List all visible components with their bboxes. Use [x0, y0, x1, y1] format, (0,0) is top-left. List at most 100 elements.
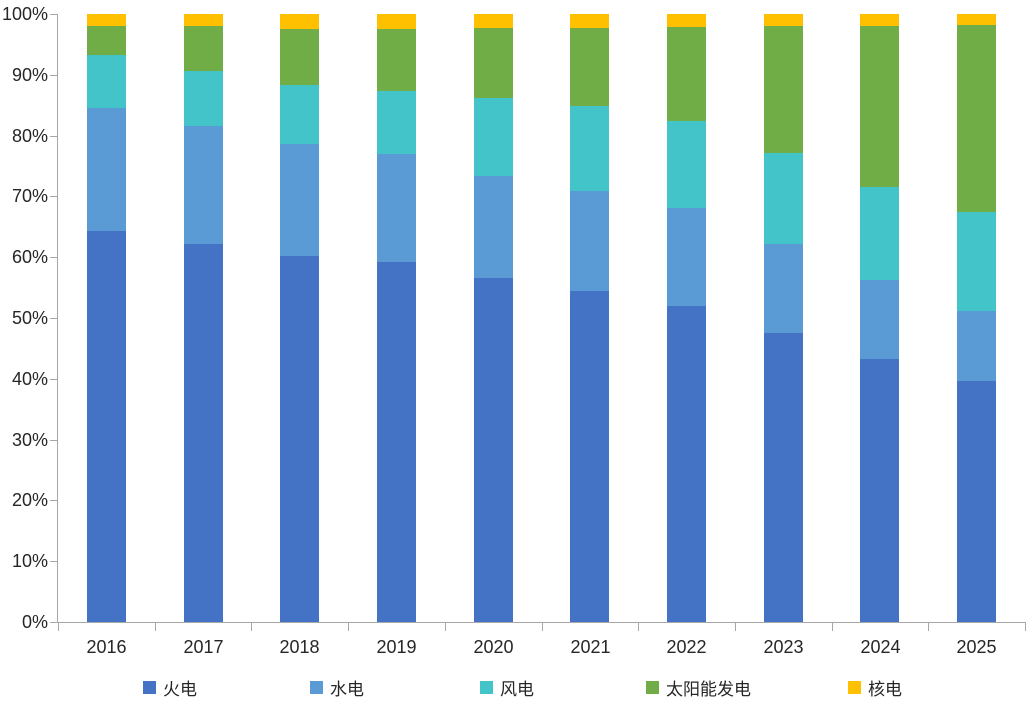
bar-2016-segment-nuclear — [87, 14, 126, 27]
bar-2024-segment-wind — [860, 187, 899, 281]
bar-2018-segment-nuclear — [280, 14, 319, 29]
y-axis-tick — [50, 136, 57, 137]
x-axis-label-2020: 2020 — [473, 637, 514, 657]
bar-2019-segment-hydro — [377, 154, 416, 263]
bar-2023-segment-solar — [764, 25, 803, 154]
bar-2024-segment-hydro — [860, 280, 899, 360]
bar-2018-segment-thermal — [280, 255, 319, 622]
y-axis-label: 0% — [21, 612, 48, 632]
bar-2017-segment-hydro — [184, 126, 223, 244]
legend-marker-nuclear — [848, 680, 861, 694]
bar-2024-segment-nuclear — [860, 14, 899, 26]
bar-2016-segment-wind — [87, 54, 126, 109]
x-axis-tick — [638, 622, 639, 631]
x-axis-label-2018: 2018 — [279, 637, 320, 657]
bar-2021 — [570, 14, 609, 622]
y-axis-label: 90% — [11, 65, 48, 85]
legend-item-hydro: 水电 — [310, 677, 364, 699]
legend-item-solar: 太阳能发电 — [646, 677, 751, 699]
bar-2020-segment-wind — [474, 97, 513, 176]
x-axis-tick — [348, 622, 349, 631]
bar-2022-segment-wind — [667, 121, 706, 208]
x-axis-label-2021: 2021 — [570, 637, 611, 657]
bar-2023-segment-thermal — [764, 332, 803, 622]
bar-2019-segment-wind — [377, 91, 416, 155]
y-axis-tick — [50, 622, 57, 623]
x-axis-tick — [155, 622, 156, 631]
y-axis-label: 70% — [11, 186, 48, 206]
bar-2018-segment-solar — [280, 28, 319, 85]
bar-2021-segment-hydro — [570, 190, 609, 291]
bar-2017-segment-nuclear — [184, 14, 223, 27]
y-axis-label: 60% — [11, 247, 48, 267]
x-axis-tick — [251, 622, 252, 631]
y-axis-line — [57, 14, 58, 622]
bar-2022-segment-thermal — [667, 305, 706, 622]
x-axis-label-2023: 2023 — [763, 637, 804, 657]
y-axis-tick — [50, 75, 57, 76]
legend-item-wind: 风电 — [480, 677, 534, 699]
bar-2018-segment-wind — [280, 84, 319, 144]
bar-2025-segment-solar — [957, 24, 996, 212]
bar-2018-segment-hydro — [280, 143, 319, 256]
legend-item-nuclear: 核电 — [848, 677, 902, 699]
bar-2017-segment-wind — [184, 70, 223, 127]
y-axis-label: 30% — [11, 430, 48, 450]
bar-2022-segment-hydro — [667, 207, 706, 306]
y-axis-label: 50% — [11, 308, 48, 328]
y-axis-label: 20% — [11, 490, 48, 510]
bar-2025-segment-hydro — [957, 311, 996, 382]
x-axis-tick — [445, 622, 446, 631]
bar-2016-segment-thermal — [87, 231, 126, 622]
bar-2016 — [87, 14, 126, 622]
bar-2016-segment-hydro — [87, 108, 126, 232]
y-axis-label: 100% — [1, 4, 48, 24]
bar-2019 — [377, 14, 416, 622]
legend-marker-wind — [480, 680, 493, 694]
bar-2020-segment-nuclear — [474, 14, 513, 29]
x-axis-label-2024: 2024 — [860, 637, 901, 657]
legend-item-thermal: 火电 — [143, 677, 197, 699]
y-axis-tick — [50, 318, 57, 319]
y-axis-label: 40% — [11, 369, 48, 389]
x-axis-label-2022: 2022 — [666, 637, 707, 657]
legend-marker-hydro — [310, 680, 323, 694]
bar-2022 — [667, 14, 706, 622]
bar-2021-segment-wind — [570, 106, 609, 191]
bar-2023-segment-hydro — [764, 244, 803, 333]
bar-2016-segment-solar — [87, 26, 126, 55]
y-axis-tick — [50, 379, 57, 380]
bar-2023 — [764, 14, 803, 622]
x-axis-tick — [735, 622, 736, 631]
legend-label-nuclear: 核电 — [868, 679, 902, 699]
legend-marker-thermal — [143, 680, 156, 694]
legend-label-hydro: 水电 — [330, 679, 364, 699]
bar-2017-segment-thermal — [184, 243, 223, 622]
y-axis-tick — [50, 440, 57, 441]
bar-2024 — [860, 14, 899, 622]
x-axis-tick — [1025, 622, 1026, 631]
x-axis-label-2019: 2019 — [376, 637, 417, 657]
bar-2017-segment-solar — [184, 26, 223, 71]
bar-2025 — [957, 14, 996, 622]
legend-marker-solar — [646, 680, 659, 694]
y-axis-tick — [50, 500, 57, 501]
bar-2019-segment-nuclear — [377, 14, 416, 30]
bar-2020-segment-solar — [474, 28, 513, 98]
y-axis-label: 80% — [11, 126, 48, 146]
x-axis-tick — [542, 622, 543, 631]
legend-label-solar: 太阳能发电 — [666, 679, 751, 699]
y-axis-tick — [50, 561, 57, 562]
bar-2021-segment-thermal — [570, 290, 609, 622]
x-axis-label-2025: 2025 — [956, 637, 997, 657]
legend-label-wind: 风电 — [500, 679, 534, 699]
x-axis-tick — [58, 622, 59, 631]
bar-2020-segment-hydro — [474, 175, 513, 278]
x-axis-line — [50, 622, 1025, 623]
bar-2022-segment-solar — [667, 27, 706, 122]
bar-2025-segment-wind — [957, 211, 996, 312]
bar-2020 — [474, 14, 513, 622]
bar-2025-segment-thermal — [957, 381, 996, 622]
bar-2018 — [280, 14, 319, 622]
